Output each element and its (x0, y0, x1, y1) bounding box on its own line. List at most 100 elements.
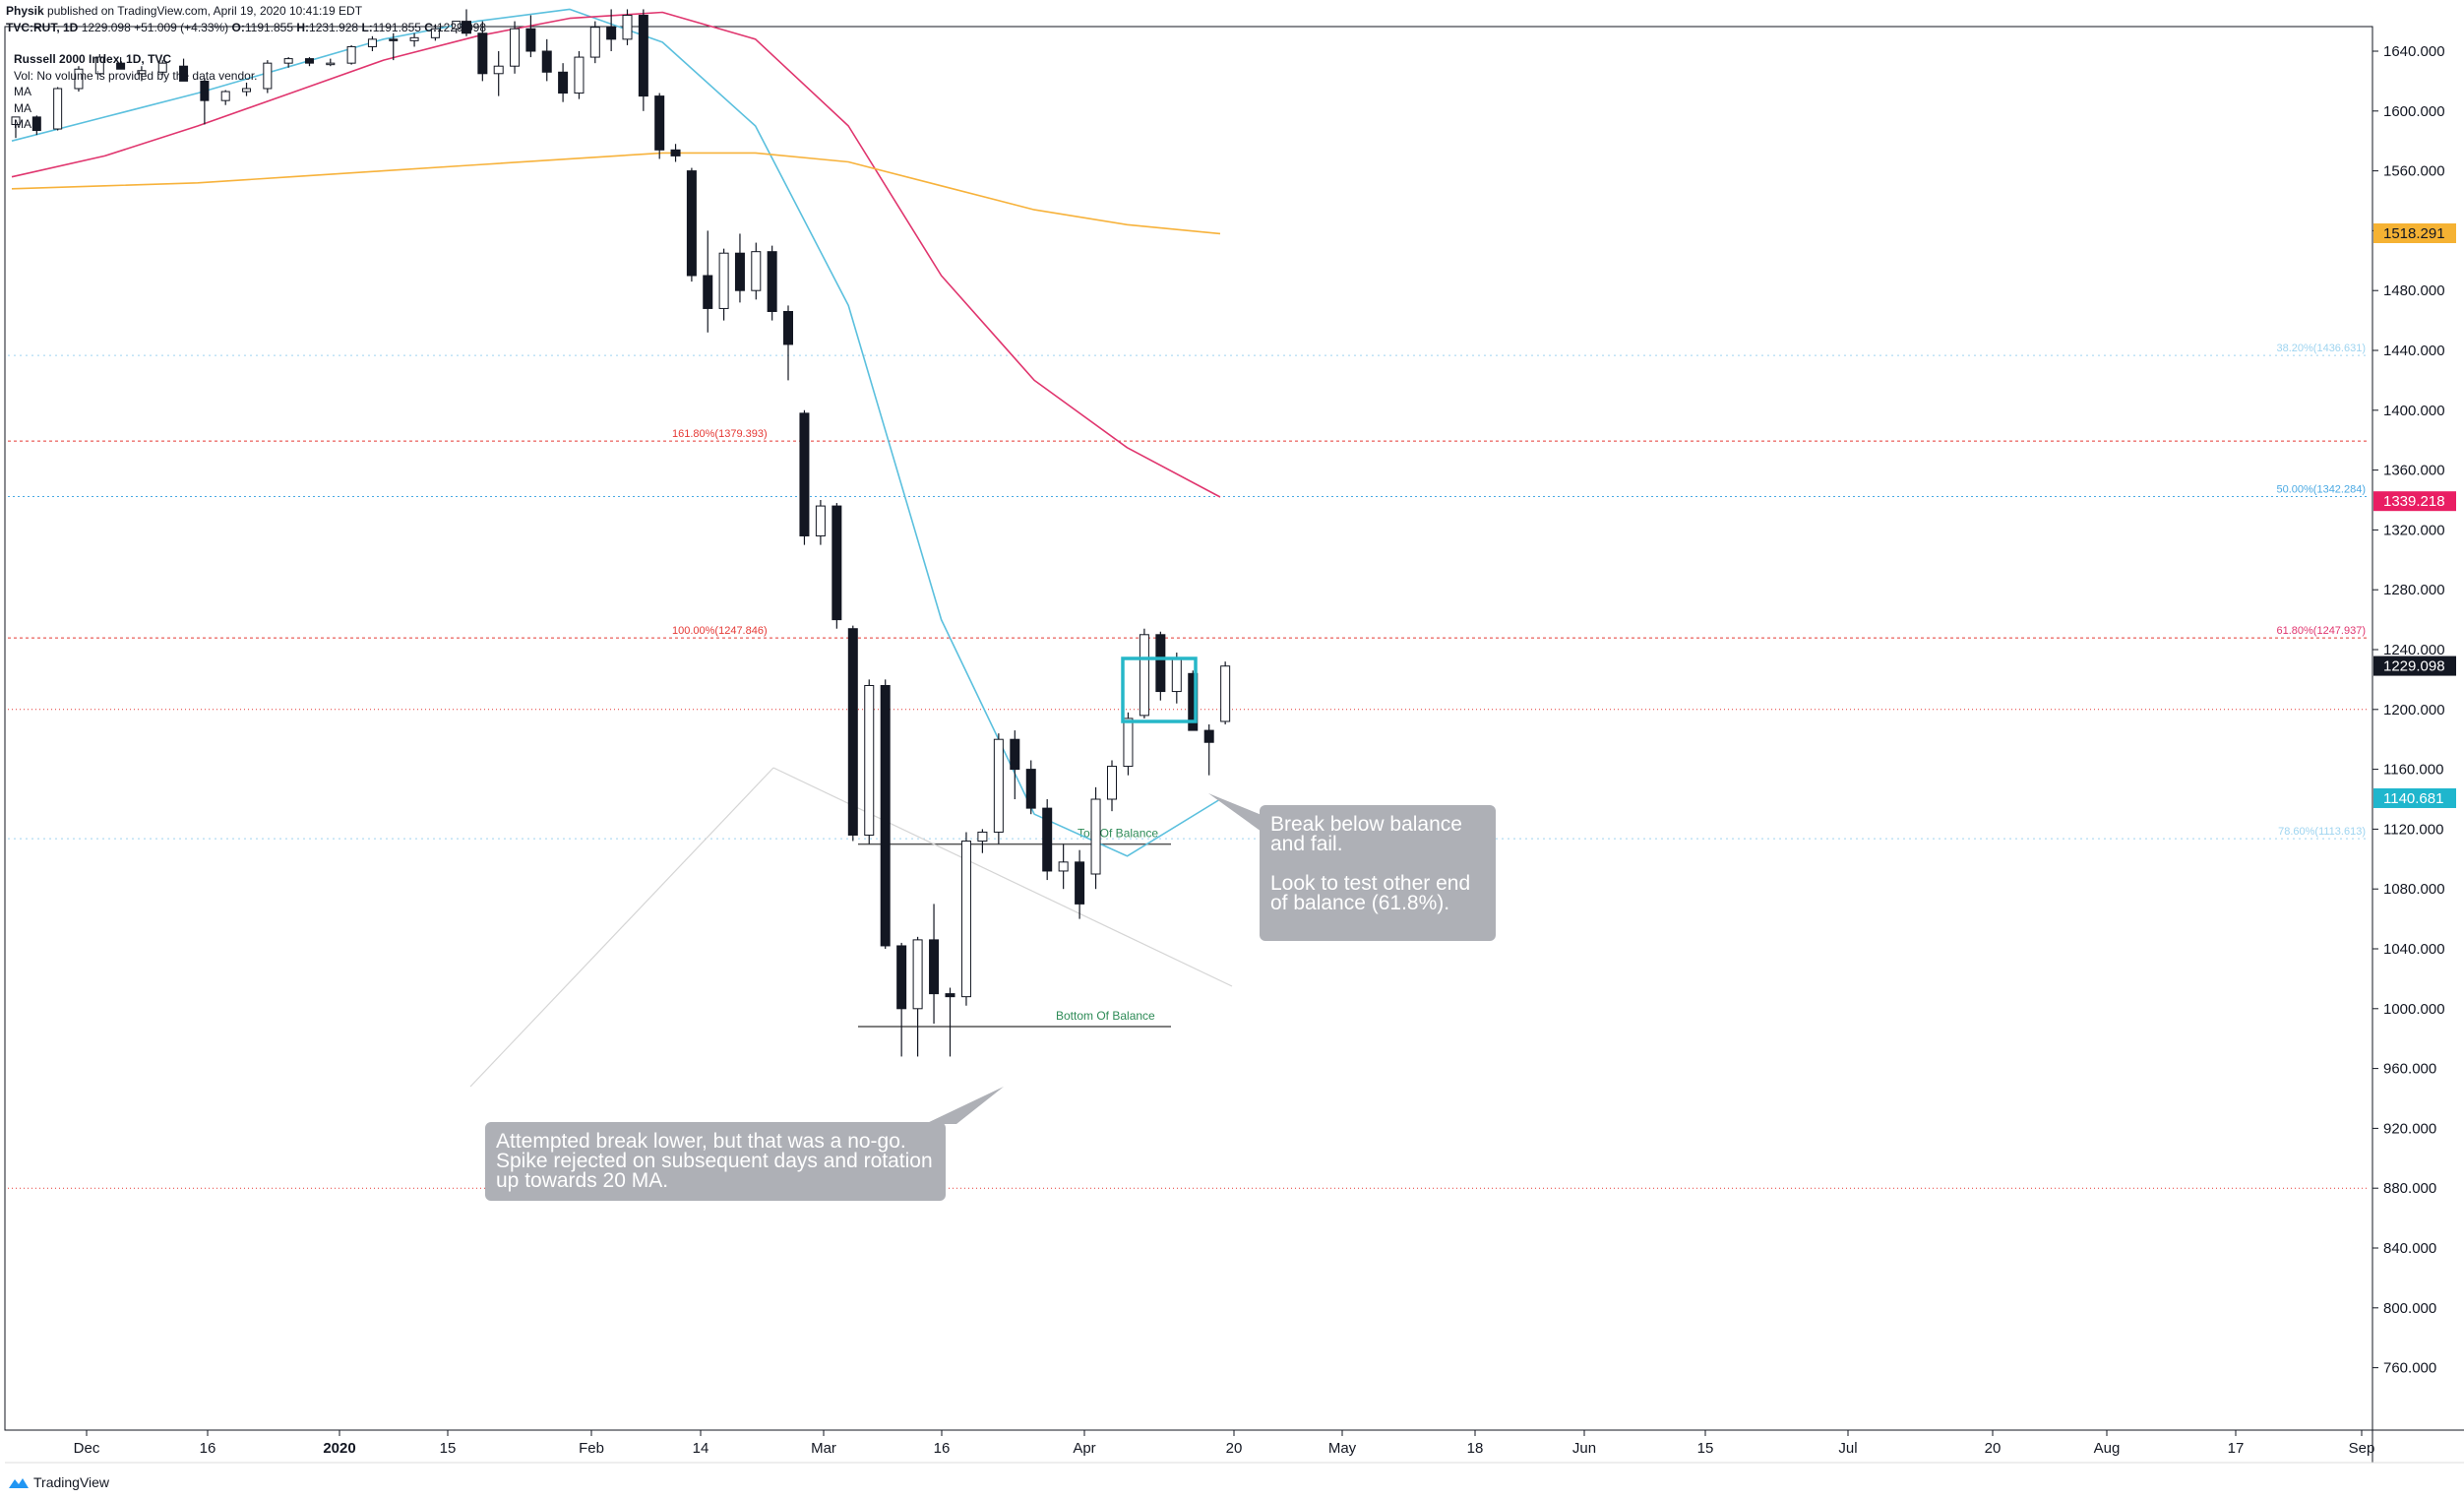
x-tick-label: 18 (1467, 1440, 1484, 1457)
candle (11, 116, 21, 139)
candle (960, 832, 971, 1006)
candle-body (767, 251, 777, 312)
candle-body (1123, 718, 1134, 768)
x-tick-label: Feb (579, 1440, 604, 1457)
callout-1-pointer (1208, 793, 1262, 832)
y-tick-label: 840.000 (2383, 1240, 2436, 1257)
y-tick-label: 1640.000 (2383, 43, 2445, 60)
candle-body (53, 88, 63, 130)
candle (525, 15, 536, 58)
candle (1042, 799, 1053, 881)
candle-body (263, 62, 273, 90)
candle (589, 21, 600, 64)
candle (864, 679, 875, 844)
candle-body (1171, 657, 1182, 693)
candle-body (832, 505, 842, 621)
y-tick-label: 1480.000 (2383, 282, 2445, 299)
candle-body (945, 993, 955, 998)
tradingview-logo-icon (9, 1478, 29, 1488)
callout-attempted-break[interactable]: Attempted break lower, but that was a no… (485, 1122, 946, 1201)
candle-body (847, 628, 858, 836)
candle (686, 167, 697, 282)
y-tick-label: 880.000 (2383, 1180, 2436, 1197)
candle-body (179, 65, 189, 82)
price-label-box (2373, 491, 2456, 512)
price-label-text: 1229.098 (2383, 658, 2445, 675)
candle-body (477, 32, 488, 75)
candle (977, 829, 988, 853)
x-tick-label: Mar (811, 1440, 836, 1457)
candle-body (1155, 634, 1166, 693)
y-tick-label: 1080.000 (2383, 881, 2445, 898)
candle-body (525, 28, 536, 52)
candle (304, 57, 314, 67)
candle-body (622, 15, 633, 40)
ma-20-line (11, 8, 1221, 857)
tradingview-brand[interactable]: TradingView (8, 1474, 109, 1490)
legend-title[interactable]: Russell 2000 Index, 1D, TVC (14, 52, 172, 66)
legend-ma-200[interactable]: MA (14, 117, 31, 131)
candle (832, 503, 842, 629)
candle-body (1042, 807, 1053, 872)
candle-body (993, 738, 1004, 833)
legend-volume[interactable]: Vol: No volume is provided by the data v… (14, 68, 258, 83)
candle (116, 57, 126, 70)
brand-text: TradingView (33, 1474, 110, 1490)
candle-body (670, 149, 681, 156)
candle (541, 38, 552, 82)
candle (734, 233, 745, 303)
y-tick-label: 1400.000 (2383, 403, 2445, 419)
candle (880, 679, 891, 949)
x-tick-label: 17 (2228, 1440, 2245, 1457)
author[interactable]: Physik (6, 4, 44, 18)
candle (751, 242, 762, 300)
y-tick-label: 760.000 (2383, 1360, 2436, 1377)
candle-body (541, 50, 552, 73)
legend-ma-20[interactable]: MA (14, 85, 31, 98)
y-tick-label: 920.000 (2383, 1120, 2436, 1137)
candle (200, 78, 210, 125)
candle-body (751, 251, 762, 291)
trend-line-up (469, 767, 774, 1088)
candle (929, 904, 940, 1024)
candle (179, 58, 189, 82)
y-tick-label: 1040.000 (2383, 941, 2445, 958)
candle (477, 21, 488, 82)
candle (53, 87, 63, 131)
candle (574, 51, 585, 99)
candle-body (242, 88, 252, 93)
x-tick-label: Jun (1572, 1440, 1596, 1457)
candle-body (31, 116, 41, 132)
candle-body (409, 36, 419, 41)
candle-body (157, 62, 167, 73)
y-tick-label: 1240.000 (2383, 642, 2445, 658)
x-tick-label: May (1328, 1440, 1357, 1457)
close-value-ohlc: 1229.098 (436, 21, 487, 34)
ma-50-line (11, 11, 1221, 498)
candle (510, 21, 521, 74)
x-tick-label: 20 (1985, 1440, 2002, 1457)
symbol-line: TVC:RUT, 1D (6, 21, 79, 34)
candle (157, 60, 167, 76)
x-tick-label: Jul (1838, 1440, 1857, 1457)
fib-level-label: 50.00%(1342.284) (2276, 484, 2366, 496)
candle (718, 248, 729, 321)
high-label: H: (296, 21, 310, 34)
candle-body (929, 939, 940, 995)
legend-ma-50[interactable]: MA (14, 100, 31, 115)
candle (1171, 653, 1182, 704)
y-tick-label: 1160.000 (2383, 762, 2443, 779)
open-label: O: (231, 21, 245, 34)
candle-body (783, 310, 793, 345)
candle (783, 305, 793, 381)
close-label: C: (424, 21, 437, 34)
x-tick-label: 20 (1226, 1440, 1243, 1457)
callout-break-below-balance[interactable]: Break below balance and fail. Look to te… (1260, 805, 1496, 941)
candle (389, 32, 399, 61)
candle (94, 54, 104, 76)
x-tick-label: 14 (693, 1440, 709, 1457)
candle-body (799, 412, 810, 536)
candle-body (137, 70, 147, 75)
fib-level-label: 78.60%(1113.613) (2278, 826, 2366, 838)
